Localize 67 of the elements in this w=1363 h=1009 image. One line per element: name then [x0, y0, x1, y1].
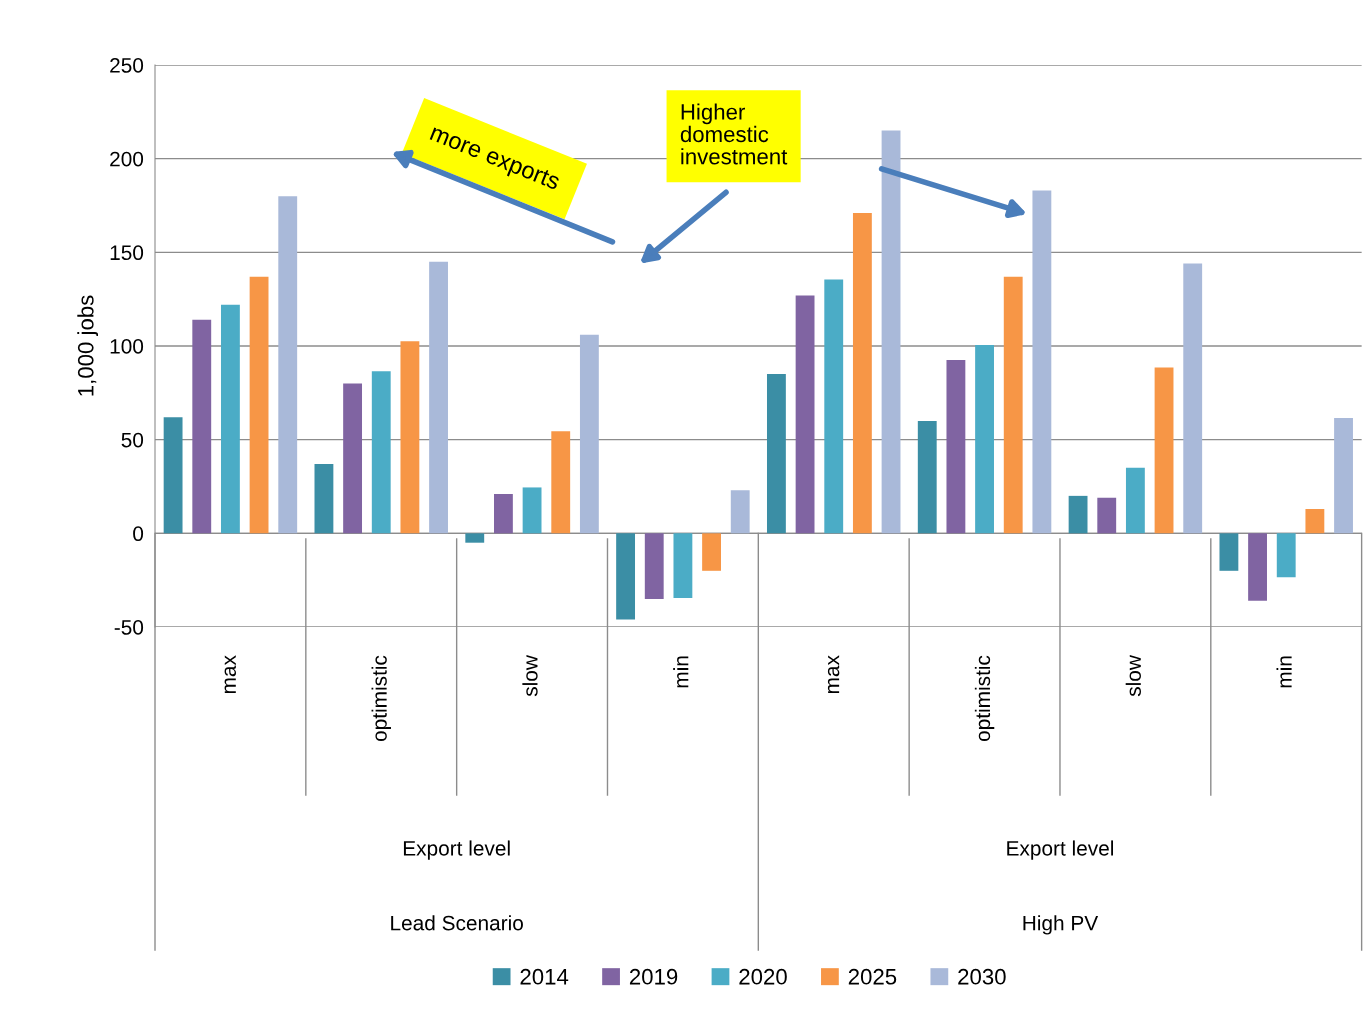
bar [917, 420, 937, 534]
x-tick-label: min [673, 656, 689, 688]
bar [881, 130, 901, 534]
x-tick-label: optimistic [371, 655, 391, 742]
bar [551, 431, 571, 534]
annotation: more exports [427, 124, 561, 195]
bar [730, 490, 750, 534]
bar [278, 196, 298, 534]
x-tick-label: slow [522, 655, 538, 697]
text: Export level [1007, 840, 1114, 860]
y-axis-title: 1,000 jobs [77, 295, 99, 396]
y-tick-label: 150 [110, 245, 144, 261]
y-tick-label: 100 [110, 339, 144, 354]
bar [1003, 276, 1023, 534]
y-tick-label: 50 [121, 432, 144, 448]
x-tick-label: max [827, 655, 840, 694]
bar [429, 261, 448, 534]
bar [1125, 467, 1145, 534]
bar [644, 533, 664, 599]
bar [824, 279, 844, 534]
bar [766, 374, 786, 534]
y-tick-label: 0 [133, 526, 144, 542]
bar [975, 345, 994, 534]
bar [1305, 508, 1325, 534]
annotation: Higher domestic investment [680, 103, 788, 165]
bar [220, 304, 240, 534]
y-tick-label: 250 [110, 58, 144, 73]
x-tick-label: optimistic [974, 655, 995, 742]
bar [946, 360, 966, 534]
bar [343, 383, 363, 534]
bar [1097, 497, 1117, 534]
x-tick-label: slow [1125, 655, 1141, 697]
bar [673, 533, 693, 598]
bar [371, 371, 391, 534]
bar [249, 276, 269, 534]
x-tick-label: max [224, 655, 237, 694]
bar [616, 533, 636, 620]
bar [1183, 263, 1203, 534]
legend-label: 2014 [520, 968, 569, 985]
y-tick-label: 200 [110, 151, 144, 167]
x-tick-label: min [1276, 656, 1292, 688]
legend-label: 2019 [629, 968, 678, 985]
bar [465, 533, 485, 543]
bar [1334, 418, 1353, 534]
bar [795, 295, 815, 534]
bar [852, 212, 872, 534]
legend-label: 2030 [958, 968, 1006, 985]
bar [522, 487, 542, 534]
bar [579, 334, 599, 534]
bar [493, 493, 513, 534]
bar [1248, 533, 1267, 601]
bar [1219, 533, 1239, 571]
bar [400, 341, 420, 534]
bar [1154, 367, 1174, 534]
text: High PV [1023, 915, 1099, 935]
bar [1068, 495, 1088, 534]
bar [192, 319, 212, 534]
bar [314, 464, 334, 534]
bar [163, 417, 183, 534]
legend-label: 2025 [848, 968, 897, 985]
text: Export level [403, 840, 510, 860]
bar [702, 533, 721, 571]
text: Lead Scenario [391, 915, 523, 931]
bar [1032, 190, 1052, 534]
y-tick-label: -50 [114, 620, 144, 635]
legend-label: 2020 [739, 968, 787, 985]
bar [1276, 533, 1296, 578]
